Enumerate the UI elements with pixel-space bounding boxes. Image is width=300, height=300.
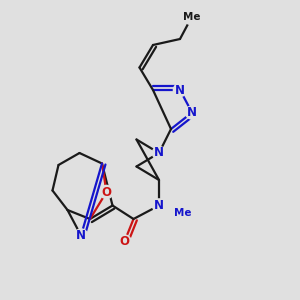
Circle shape bbox=[74, 229, 88, 242]
Text: N: N bbox=[154, 146, 164, 160]
Circle shape bbox=[173, 83, 187, 97]
Text: Me: Me bbox=[183, 11, 201, 22]
Text: N: N bbox=[187, 106, 197, 119]
Text: N: N bbox=[154, 199, 164, 212]
Text: Me: Me bbox=[174, 208, 192, 218]
Circle shape bbox=[184, 8, 200, 25]
Circle shape bbox=[100, 185, 113, 199]
Text: O: O bbox=[101, 185, 112, 199]
Circle shape bbox=[152, 146, 166, 160]
Circle shape bbox=[152, 199, 166, 212]
Circle shape bbox=[176, 206, 190, 220]
Circle shape bbox=[118, 235, 131, 248]
Text: O: O bbox=[119, 235, 130, 248]
Circle shape bbox=[185, 106, 199, 119]
Text: N: N bbox=[76, 229, 86, 242]
Text: N: N bbox=[175, 83, 185, 97]
